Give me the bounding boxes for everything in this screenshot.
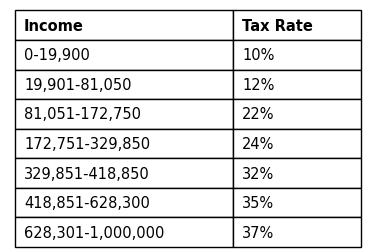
Bar xyxy=(15,188,233,217)
Bar xyxy=(15,217,233,247)
Text: 37%: 37% xyxy=(242,225,274,240)
Bar xyxy=(15,100,233,129)
Bar xyxy=(233,11,361,41)
Text: 32%: 32% xyxy=(242,166,274,181)
Bar xyxy=(15,70,233,100)
Text: 22%: 22% xyxy=(242,107,275,122)
Bar xyxy=(15,41,233,70)
Bar xyxy=(15,11,233,41)
Text: 10%: 10% xyxy=(242,48,275,63)
Bar xyxy=(15,159,233,188)
Text: 19,901-81,050: 19,901-81,050 xyxy=(24,78,132,92)
Text: 418,851-628,300: 418,851-628,300 xyxy=(24,195,150,210)
Text: 172,751-329,850: 172,751-329,850 xyxy=(24,136,150,151)
Text: 12%: 12% xyxy=(242,78,275,92)
Text: 0-19,900: 0-19,900 xyxy=(24,48,90,63)
Text: Tax Rate: Tax Rate xyxy=(242,19,313,34)
Bar xyxy=(233,41,361,70)
Bar xyxy=(233,217,361,247)
Text: Income: Income xyxy=(24,19,84,34)
Bar xyxy=(15,129,233,159)
Bar xyxy=(233,188,361,217)
Text: 81,051-172,750: 81,051-172,750 xyxy=(24,107,141,122)
Bar xyxy=(233,100,361,129)
Bar xyxy=(233,70,361,100)
Text: 628,301-1,000,000: 628,301-1,000,000 xyxy=(24,225,164,240)
Text: 329,851-418,850: 329,851-418,850 xyxy=(24,166,150,181)
Text: 35%: 35% xyxy=(242,195,274,210)
Text: 24%: 24% xyxy=(242,136,275,151)
Bar xyxy=(233,159,361,188)
Bar xyxy=(233,129,361,159)
